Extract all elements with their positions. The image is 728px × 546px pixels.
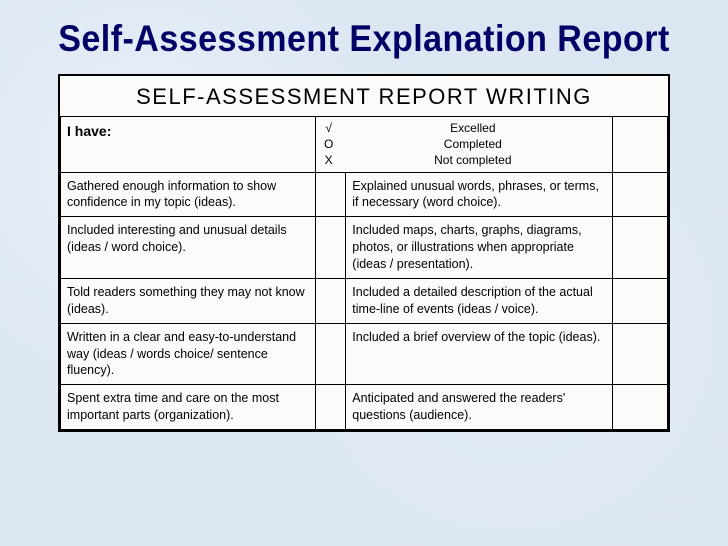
cell-mark-l-2[interactable] <box>315 278 345 323</box>
cell-mark-r-4[interactable] <box>613 385 668 430</box>
cell-right-1: Included maps, charts, graphs, diagrams,… <box>346 217 613 279</box>
table-row: Included interesting and unusual details… <box>61 217 668 279</box>
assessment-sheet: SELF-ASSESSMENT REPORT WRITING I have: √… <box>58 74 670 432</box>
slide-title: Self-Assessment Explanation Report <box>29 0 699 74</box>
cell-left-3: Written in a clear and easy-to-understan… <box>61 323 316 385</box>
cell-right-4: Anticipated and answered the readers' qu… <box>346 385 613 430</box>
cell-mark-r-2[interactable] <box>613 278 668 323</box>
legend-label-0: Excelled <box>337 120 608 136</box>
cell-mark-l-0[interactable] <box>315 172 345 217</box>
cell-mark-l-4[interactable] <box>315 385 345 430</box>
cell-right-0: Explained unusual words, phrases, or ter… <box>346 172 613 217</box>
header-row: I have: √ Excelled O Completed X Not com… <box>61 117 668 173</box>
legend-label-2: Not completed <box>337 152 608 168</box>
legend-label-1: Completed <box>337 136 608 152</box>
table-row: Written in a clear and easy-to-understan… <box>61 323 668 385</box>
sheet-title: SELF-ASSESSMENT REPORT WRITING <box>60 76 668 116</box>
cell-left-4: Spent extra time and care on the most im… <box>61 385 316 430</box>
cell-right-3: Included a brief overview of the topic (… <box>346 323 613 385</box>
cell-left-1: Included interesting and unusual details… <box>61 217 316 279</box>
cell-left-2: Told readers something they may not know… <box>61 278 316 323</box>
cell-mark-l-1[interactable] <box>315 217 345 279</box>
cell-left-0: Gathered enough information to show conf… <box>61 172 316 217</box>
legend-symbol-0: √ <box>320 120 337 136</box>
legend-symbol-1: O <box>320 136 337 152</box>
table-row: Gathered enough information to show conf… <box>61 172 668 217</box>
legend-cell: √ Excelled O Completed X Not completed <box>315 117 612 173</box>
cell-mark-l-3[interactable] <box>315 323 345 385</box>
cell-right-2: Included a detailed description of the a… <box>346 278 613 323</box>
cell-mark-r-0[interactable] <box>613 172 668 217</box>
table-row: Told readers something they may not know… <box>61 278 668 323</box>
assessment-table: I have: √ Excelled O Completed X Not com… <box>60 116 668 430</box>
header-mark-right <box>613 117 668 173</box>
cell-mark-r-3[interactable] <box>613 323 668 385</box>
header-left: I have: <box>61 117 316 173</box>
legend-symbol-2: X <box>320 152 337 168</box>
table-row: Spent extra time and care on the most im… <box>61 385 668 430</box>
cell-mark-r-1[interactable] <box>613 217 668 279</box>
legend-table: √ Excelled O Completed X Not completed <box>320 120 608 169</box>
